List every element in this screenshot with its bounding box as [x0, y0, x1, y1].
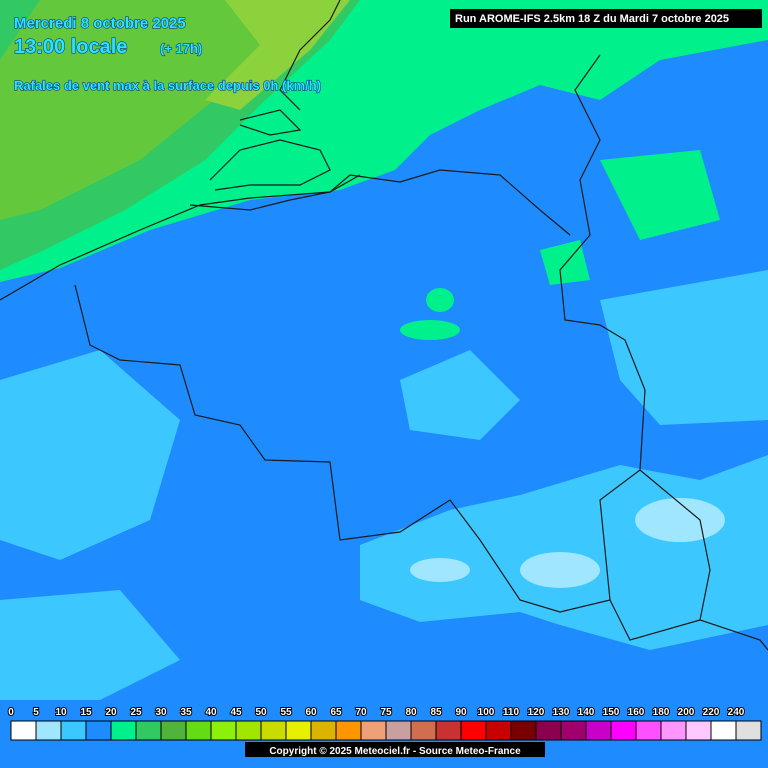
border: [74, 54, 646, 613]
legend-swatch: [410, 720, 437, 741]
legend-swatch: [460, 720, 487, 741]
very-light-wind-area: [410, 558, 470, 582]
legend-label: 240: [728, 707, 745, 718]
legend-label: 110: [503, 707, 520, 718]
strong-wind-area: [540, 240, 590, 285]
legend-swatch: [10, 720, 37, 741]
border: [609, 599, 701, 641]
legend-swatch: [610, 720, 637, 741]
legend-swatch: [85, 720, 112, 741]
light-wind-area: [0, 590, 180, 700]
legend-swatch: [510, 720, 537, 741]
legend-swatch: [685, 720, 712, 741]
legend-label: 50: [255, 707, 267, 718]
lead-time: (+ 17h): [160, 41, 202, 56]
very-light-wind-area: [635, 498, 725, 542]
legend-label: 35: [180, 707, 192, 718]
legend-swatch: [185, 720, 212, 741]
legend-swatch: [110, 720, 137, 741]
legend-swatch: [160, 720, 187, 741]
legend-label: 40: [205, 707, 217, 718]
very-light-wind-area: [520, 552, 600, 588]
legend-label: 75: [380, 707, 392, 718]
legend-label: 85: [430, 707, 442, 718]
legend-label: 140: [578, 707, 595, 718]
legend-label: 10: [55, 707, 67, 718]
legend-label: 0: [8, 707, 14, 718]
border: [639, 469, 768, 651]
legend-swatch: [60, 720, 87, 741]
legend-label: 25: [130, 707, 142, 718]
date: Mercredi 8 octobre 2025: [14, 15, 186, 32]
legend-label: 100: [478, 707, 495, 718]
legend-label: 30: [155, 707, 167, 718]
legend-swatch: [360, 720, 387, 741]
legend: 0 5 10 15 20 25 30 35 40 45 50 55 60 65 70 75 80 85 90 100 1…: [7, 706, 762, 741]
legend-swatch: [310, 720, 337, 741]
sea-wind-area: [0, 0, 300, 220]
border: [189, 169, 571, 236]
copyright: Copyright © 2025 Meteociel.fr - Source M…: [269, 746, 521, 757]
legend-swatch: [435, 720, 462, 741]
legend-label: 90: [455, 707, 467, 718]
legend-swatch: [735, 720, 762, 741]
legend-label: 60: [305, 707, 317, 718]
run-box: [450, 9, 762, 28]
legend-swatch: [335, 720, 362, 741]
sea-wind-area: [205, 0, 350, 110]
legend-label: 55: [280, 707, 292, 718]
legend-swatch: [710, 720, 737, 741]
legend-swatch: [235, 720, 262, 741]
legend-swatch: [485, 720, 512, 741]
legend-swatch: [560, 720, 587, 741]
legend-swatch: [260, 720, 287, 741]
parameter: Rafales de vent max à la surface depuis …: [14, 78, 321, 93]
legend-label: 80: [405, 707, 417, 718]
legend-label: 65: [330, 707, 342, 718]
legend-swatch: [385, 720, 412, 741]
light-wind-area: [600, 270, 768, 425]
coastline: [239, 109, 302, 136]
light-wind-area: [0, 350, 180, 560]
legend-label: 200: [678, 707, 695, 718]
border: [279, 0, 341, 111]
legend-label: 45: [230, 707, 242, 718]
legend-label: 70: [355, 707, 367, 718]
light-wind-area: [400, 350, 520, 440]
strong-wind-area: [426, 288, 454, 312]
strong-wind-area: [600, 150, 720, 240]
legend-swatch: [660, 720, 687, 741]
legend-swatch: [635, 720, 662, 741]
legend-label: 130: [553, 707, 570, 718]
legend-label: 180: [653, 707, 670, 718]
strong-wind-area: [400, 320, 460, 340]
legend-label: 20: [105, 707, 117, 718]
time: 13:00 locale: [14, 36, 127, 58]
legend-label: 120: [528, 707, 545, 718]
legend-swatch: [35, 720, 62, 741]
legend-swatch: [285, 720, 312, 741]
legend-swatch: [210, 720, 237, 741]
legend-label: 15: [80, 707, 92, 718]
legend-label: 160: [628, 707, 645, 718]
legend-swatch: [535, 720, 562, 741]
run-info: Run AROME-IFS 2.5km 18 Z du Mardi 7 octo…: [455, 13, 729, 25]
legend-label: 220: [703, 707, 720, 718]
legend-label: 5: [33, 707, 39, 718]
legend-label: 150: [603, 707, 620, 718]
coastline: [209, 139, 331, 191]
copyright-box: [245, 742, 545, 757]
legend-swatch: [135, 720, 162, 741]
legend-swatch: [585, 720, 612, 741]
